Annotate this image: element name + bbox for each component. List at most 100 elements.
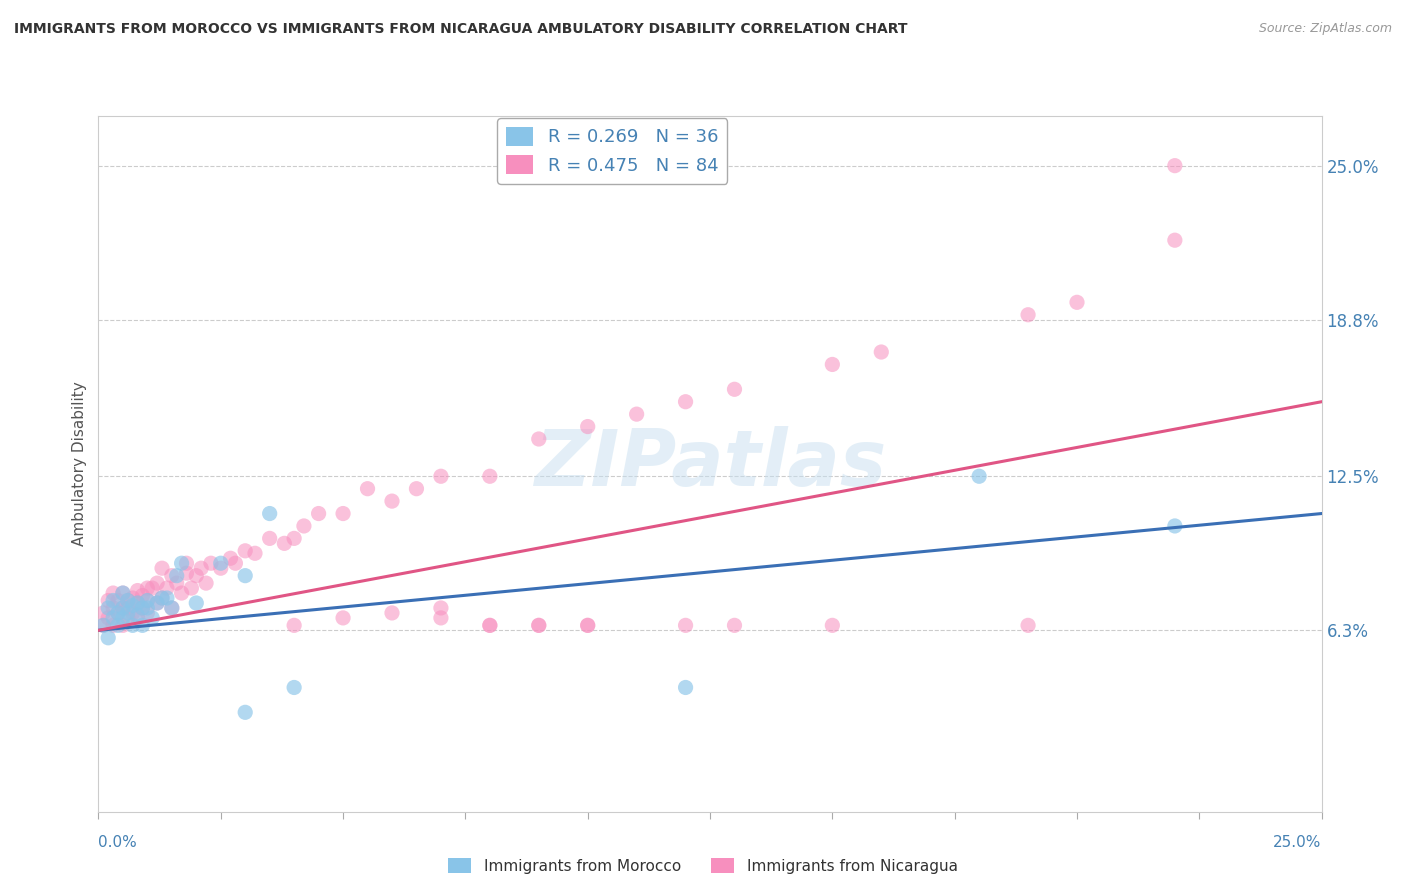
Point	[111, 611, 134, 625]
Text: ZIPatlas: ZIPatlas	[534, 425, 886, 502]
Point	[156, 591, 179, 605]
Point	[117, 601, 139, 615]
Point	[1164, 233, 1187, 247]
Point	[527, 432, 550, 446]
Point	[209, 556, 232, 570]
Point	[150, 591, 173, 605]
Point	[117, 593, 139, 607]
Point	[675, 618, 697, 632]
Point	[97, 631, 120, 645]
Point	[381, 494, 404, 508]
Point	[273, 536, 295, 550]
Point	[233, 543, 256, 558]
Point	[111, 601, 134, 615]
Point	[576, 618, 599, 632]
Point	[576, 419, 599, 434]
Point	[131, 601, 153, 615]
Point	[219, 551, 242, 566]
Point	[127, 608, 149, 623]
Y-axis label: Ambulatory Disability: Ambulatory Disability	[72, 382, 87, 546]
Point	[332, 507, 354, 521]
Point	[136, 606, 159, 620]
Point	[131, 589, 153, 603]
Point	[478, 469, 501, 483]
Point	[176, 556, 198, 570]
Point	[121, 591, 143, 605]
Point	[381, 606, 404, 620]
Point	[160, 568, 183, 582]
Point	[1017, 618, 1039, 632]
Point	[136, 581, 159, 595]
Point	[527, 618, 550, 632]
Point	[107, 593, 129, 607]
Point	[233, 568, 256, 582]
Point	[292, 519, 315, 533]
Point	[131, 618, 153, 632]
Point	[186, 596, 208, 610]
Point	[224, 556, 246, 570]
Point	[136, 593, 159, 607]
Point	[127, 596, 149, 610]
Legend: R = 0.269   N = 36, R = 0.475   N = 84: R = 0.269 N = 36, R = 0.475 N = 84	[498, 118, 727, 184]
Point	[117, 611, 139, 625]
Point	[146, 596, 169, 610]
Point	[136, 593, 159, 607]
Point	[91, 618, 114, 632]
Point	[97, 593, 120, 607]
Point	[675, 681, 697, 695]
Point	[141, 581, 163, 595]
Point	[121, 599, 143, 613]
Point	[233, 706, 256, 720]
Point	[1017, 308, 1039, 322]
Text: 0.0%: 0.0%	[98, 836, 138, 850]
Point	[136, 601, 159, 615]
Point	[166, 568, 188, 582]
Point	[308, 507, 330, 521]
Text: Source: ZipAtlas.com: Source: ZipAtlas.com	[1258, 22, 1392, 36]
Point	[107, 606, 129, 620]
Point	[967, 469, 990, 483]
Point	[146, 596, 169, 610]
Point	[111, 586, 134, 600]
Point	[675, 394, 697, 409]
Point	[131, 601, 153, 615]
Point	[430, 611, 453, 625]
Point	[121, 606, 143, 620]
Point	[283, 681, 305, 695]
Point	[821, 618, 844, 632]
Point	[117, 593, 139, 607]
Point	[243, 546, 266, 560]
Point	[478, 618, 501, 632]
Point	[127, 596, 149, 610]
Point	[111, 586, 134, 600]
Point	[101, 593, 124, 607]
Point	[430, 601, 453, 615]
Point	[430, 469, 453, 483]
Point	[170, 556, 193, 570]
Point	[527, 618, 550, 632]
Point	[156, 581, 179, 595]
Point	[150, 591, 173, 605]
Point	[127, 611, 149, 625]
Point	[259, 507, 281, 521]
Point	[107, 606, 129, 620]
Point	[283, 532, 305, 546]
Point	[101, 601, 124, 615]
Point	[121, 618, 143, 632]
Text: IMMIGRANTS FROM MOROCCO VS IMMIGRANTS FROM NICARAGUA AMBULATORY DISABILITY CORRE: IMMIGRANTS FROM MOROCCO VS IMMIGRANTS FR…	[14, 22, 907, 37]
Point	[127, 583, 149, 598]
Point	[186, 568, 208, 582]
Point	[283, 618, 305, 632]
Point	[91, 618, 114, 632]
Point	[209, 561, 232, 575]
Point	[101, 618, 124, 632]
Point	[166, 576, 188, 591]
Point	[111, 618, 134, 632]
Point	[117, 606, 139, 620]
Point	[101, 586, 124, 600]
Point	[180, 581, 202, 595]
Point	[870, 345, 893, 359]
Point	[200, 556, 222, 570]
Point	[91, 606, 114, 620]
Point	[107, 618, 129, 632]
